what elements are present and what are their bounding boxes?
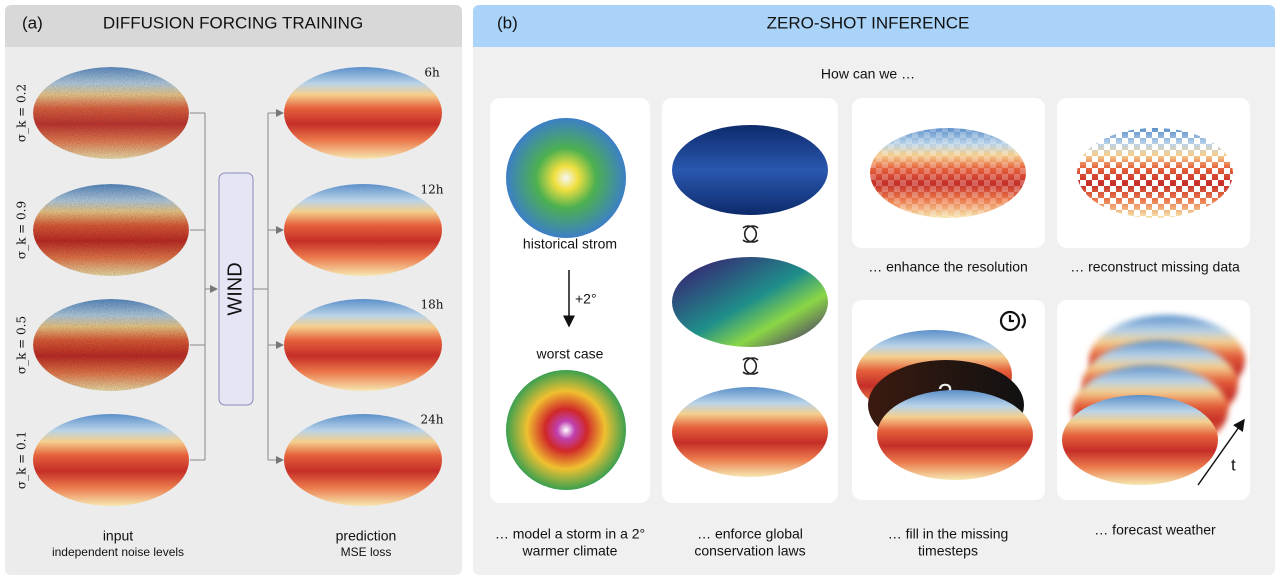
map xyxy=(284,414,442,506)
figure: (a) DIFFUSION FORCING TRAINING σ_k = 0.2… xyxy=(0,0,1279,579)
map xyxy=(1062,395,1218,485)
map xyxy=(672,387,828,477)
task-caption: … enhance the resolution xyxy=(868,259,1028,275)
task-caption: … reconstruct missing data xyxy=(1070,259,1240,275)
map xyxy=(33,67,189,159)
task-caption: timesteps xyxy=(918,543,978,559)
storm-label: historical strom xyxy=(523,236,617,252)
lead-time: 12h xyxy=(421,183,444,197)
panel-label: (b) xyxy=(497,13,518,32)
input-title: input xyxy=(103,528,133,544)
mask-overlay xyxy=(1077,128,1233,218)
noise-level: σ_k = 0.5 xyxy=(15,316,29,374)
task-caption: warmer climate xyxy=(522,543,618,559)
task-caption: … fill in the missing xyxy=(888,526,1009,542)
question: How can we … xyxy=(821,66,915,82)
panel-label: (a) xyxy=(22,13,43,32)
storm-image xyxy=(506,118,626,238)
lead-time: 6h xyxy=(424,66,440,80)
pixel-overlay xyxy=(870,128,1026,218)
map xyxy=(33,414,189,506)
output-title: prediction xyxy=(336,528,397,544)
map xyxy=(284,299,442,391)
task-caption: … forecast weather xyxy=(1094,522,1216,538)
panel-title: ZERO-SHOT INFERENCE xyxy=(767,13,970,32)
map xyxy=(284,67,442,159)
lead-time: 24h xyxy=(421,413,444,427)
panel-title: DIFFUSION FORCING TRAINING xyxy=(103,13,363,32)
input-subtitle: independent noise levels xyxy=(52,545,184,559)
task-caption: … model a storm in a 2° xyxy=(495,526,645,542)
map xyxy=(33,299,189,391)
output-subtitle: MSE loss xyxy=(341,545,392,559)
storm-delta: +2° xyxy=(575,291,597,307)
map xyxy=(672,125,828,215)
noise-level: σ_k = 0.2 xyxy=(15,84,29,142)
map xyxy=(672,257,828,347)
lead-time: 18h xyxy=(421,298,444,312)
noise-level: σ_k = 0.9 xyxy=(15,201,29,259)
task-caption: conservation laws xyxy=(694,543,805,559)
noise-level: σ_k = 0.1 xyxy=(15,431,29,489)
task-caption: … enforce global xyxy=(697,526,803,542)
time-label: t xyxy=(1231,455,1236,474)
map xyxy=(877,390,1033,480)
storm-image xyxy=(506,370,626,490)
storm-label: worst case xyxy=(536,346,604,362)
model-name: WIND xyxy=(224,262,246,315)
map xyxy=(284,184,442,276)
map xyxy=(33,184,189,276)
